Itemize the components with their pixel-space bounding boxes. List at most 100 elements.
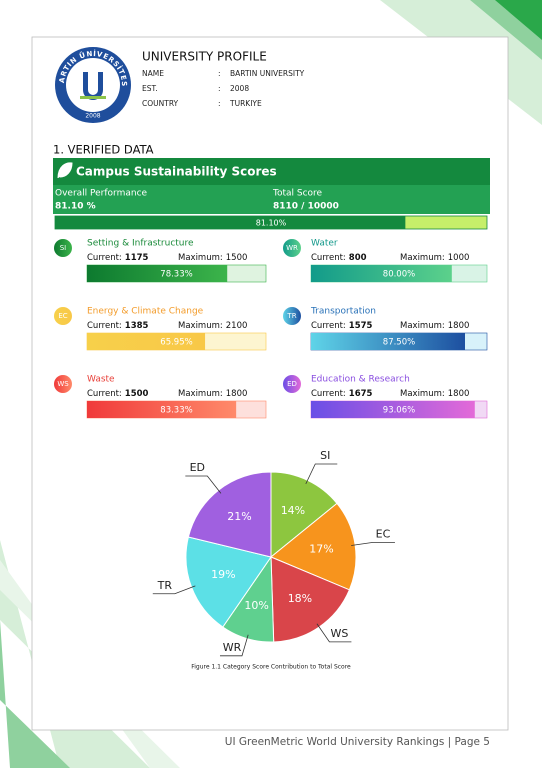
score-code: ED [287, 380, 297, 388]
score-code: EC [58, 312, 67, 320]
chart-caption: Figure 1.1 Category Score Contribution t… [191, 664, 351, 671]
score-maximum: Maximum: 1800 [400, 321, 469, 331]
profile-title: UNIVERSITY PROFILE [142, 50, 267, 64]
score-icon [283, 239, 301, 257]
maximum-value: 1800 [448, 321, 470, 331]
overall-label: Overall Performance [55, 189, 148, 199]
overall-value: 81.10 % [55, 202, 96, 212]
current-value: 800 [349, 253, 367, 263]
current-label: Current: [87, 321, 122, 331]
current-label: Current: [311, 253, 346, 263]
leader-line [316, 623, 352, 643]
footer: UI GreenMetric World University Rankings… [225, 736, 490, 748]
score-icon [283, 375, 301, 393]
slice-label: WR [223, 641, 242, 654]
maximum-value: 1800 [448, 389, 470, 399]
score-percent: 93.06% [383, 406, 415, 416]
section-title: 1. VERIFIED DATA [53, 143, 154, 157]
total-value: 8110 / 10000 [273, 202, 339, 212]
current-value: 1500 [125, 389, 149, 399]
score-current: Current: 1500 [87, 389, 149, 399]
field-label: COUNTRY [142, 99, 179, 108]
current-value: 1175 [125, 253, 149, 263]
total-label: Total Score [272, 189, 323, 199]
stripe [0, 620, 70, 768]
field-label: NAME [142, 69, 164, 78]
slice-value: 17% [309, 543, 333, 556]
slice-label: ED [190, 461, 205, 474]
score-percent: 87.50% [383, 338, 415, 348]
maximum-label: Maximum: [178, 389, 223, 399]
maximum-value: 1800 [226, 389, 248, 399]
current-label: Current: [311, 389, 346, 399]
leader-line [351, 541, 395, 546]
logo-core [66, 58, 120, 112]
logo-mark [80, 96, 106, 99]
score-bar [311, 401, 475, 418]
field-value: BARTIN UNIVERSITY [230, 69, 305, 78]
slice-value: 10% [244, 599, 268, 612]
score-maximum: Maximum: 2100 [178, 321, 247, 331]
slice-value: 18% [288, 592, 312, 605]
score-percent: 83.33% [160, 406, 192, 416]
maximum-value: 1000 [448, 253, 470, 263]
field-label: EST. [142, 84, 158, 93]
score-bar [311, 333, 465, 350]
slice-label: TR [157, 579, 173, 592]
score-bar [87, 401, 237, 418]
leader-line [305, 463, 338, 485]
score-name: Transportation [310, 307, 376, 317]
summary-bar [55, 216, 406, 229]
score-name: Water [311, 239, 338, 249]
score-maximum: Maximum: 1500 [178, 253, 247, 263]
field-value: 2008 [230, 84, 249, 93]
score-code: SI [60, 244, 67, 252]
maximum-value: 1500 [226, 253, 248, 263]
score-maximum: Maximum: 1000 [400, 253, 469, 263]
logo [55, 47, 131, 123]
field-value: TURKIYE [229, 99, 262, 108]
score-icon [54, 307, 72, 325]
slice-value: 19% [211, 568, 235, 581]
stripe [495, 0, 542, 40]
score-percent: 65.95% [160, 338, 192, 348]
current-value: 1385 [125, 321, 149, 331]
leader-line [219, 634, 249, 657]
current-value: 1675 [349, 389, 373, 399]
leaf-icon [57, 162, 73, 179]
current-value: 1575 [349, 321, 373, 331]
leader-line [152, 585, 196, 595]
score-percent: 80.00% [383, 270, 415, 280]
score-code: TR [286, 312, 296, 320]
slice-value: 21% [227, 510, 251, 523]
summary-title: Campus Sustainability Scores [76, 165, 277, 179]
score-current: Current: 1675 [311, 389, 373, 399]
field-separator: : [218, 84, 221, 93]
slice-label: SI [320, 449, 330, 462]
field-separator: : [218, 99, 221, 108]
logo-year: 2008 [85, 113, 100, 120]
score-bar [311, 265, 452, 282]
score-bar [87, 265, 228, 282]
score-name: Setting & Infrastructure [87, 239, 194, 249]
score-icon [283, 307, 301, 325]
score-icon [54, 375, 72, 393]
maximum-value: 2100 [226, 321, 248, 331]
score-current: Current: 1385 [87, 321, 149, 331]
maximum-label: Maximum: [400, 389, 445, 399]
summary-header [53, 158, 490, 185]
score-name: Energy & Climate Change [87, 307, 204, 317]
logo-mark [83, 72, 103, 100]
field-separator: : [218, 69, 221, 78]
slice-label: EC [376, 527, 391, 540]
maximum-label: Maximum: [400, 321, 445, 331]
score-current: Current: 1575 [311, 321, 373, 331]
score-current: Current: 800 [311, 253, 367, 263]
score-bar [87, 333, 206, 350]
summary-percent: 81.10% [256, 219, 287, 228]
current-label: Current: [311, 321, 346, 331]
maximum-label: Maximum: [178, 253, 223, 263]
leader-line [185, 475, 222, 494]
